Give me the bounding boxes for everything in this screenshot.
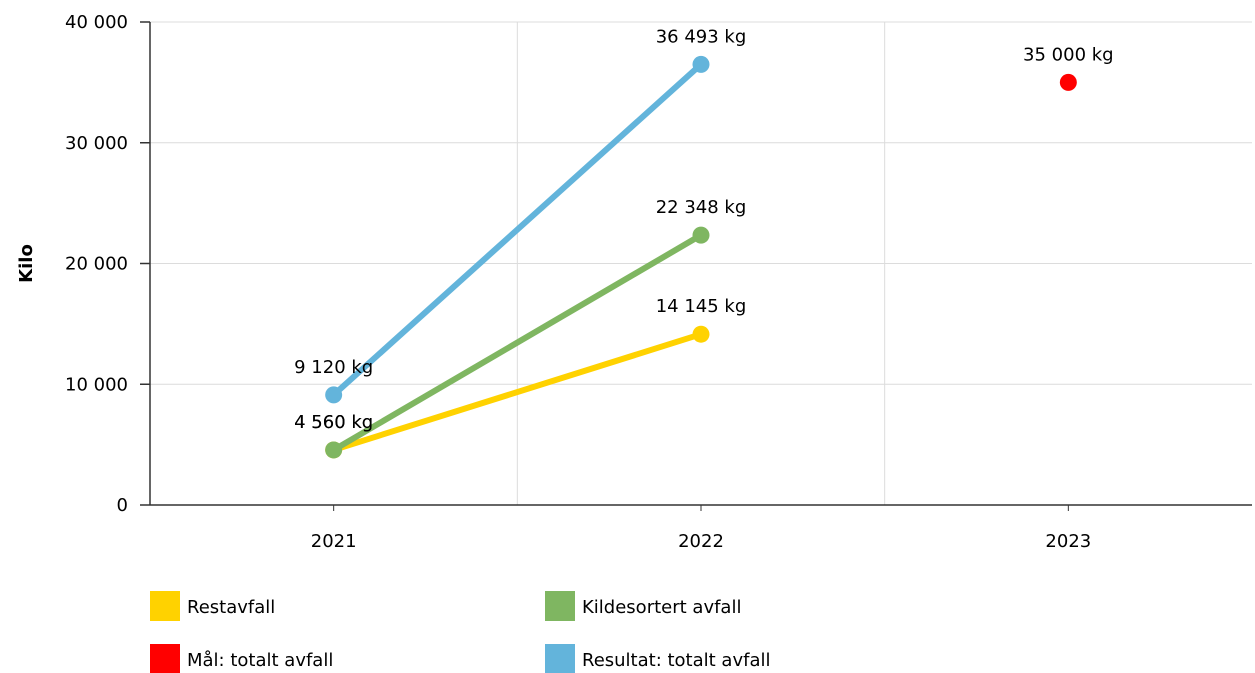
legend-swatch — [150, 644, 180, 673]
y-tick-label: 40 000 — [65, 12, 128, 33]
data-label: 35 000 kg — [1023, 44, 1114, 65]
y-tick-label: 30 000 — [65, 133, 128, 154]
x-tick-label: 2021 — [311, 531, 357, 552]
data-point — [693, 56, 710, 73]
data-point — [693, 326, 710, 343]
legend-label: Kildesortert avfall — [582, 597, 741, 618]
legend-swatch — [545, 591, 575, 621]
legend-swatch — [545, 644, 575, 673]
y-tick-label: 10 000 — [65, 374, 128, 395]
data-point — [693, 227, 710, 244]
y-axis-title: Kilo — [16, 244, 37, 283]
data-label: 22 348 kg — [656, 197, 747, 218]
y-tick-label: 0 — [117, 495, 128, 516]
data-label: 14 145 kg — [656, 296, 747, 317]
x-tick-label: 2022 — [678, 531, 724, 552]
y-tick-label: 20 000 — [65, 254, 128, 275]
series-lines — [325, 56, 1077, 459]
data-label: 36 493 kg — [656, 26, 747, 47]
axes: 0 10 000 20 000 30 000 40 000 2021 2022 2023 Kil… — [16, 12, 1252, 552]
x-tick-label: 2023 — [1045, 531, 1091, 552]
legend-swatch — [150, 591, 180, 621]
legend-label: Mål: totalt avfall — [187, 650, 333, 671]
legend-label: Restavfall — [187, 597, 275, 618]
data-point — [325, 441, 342, 458]
data-point — [325, 386, 342, 403]
data-label: 9 120 kg — [294, 357, 373, 378]
data-point — [1060, 74, 1077, 91]
legend-label: Resultat: totalt avfall — [582, 650, 770, 671]
data-label: 4 560 kg — [294, 412, 373, 433]
legend: Restavfall Kildesortert avfall Mål: totalt… — [150, 591, 770, 673]
